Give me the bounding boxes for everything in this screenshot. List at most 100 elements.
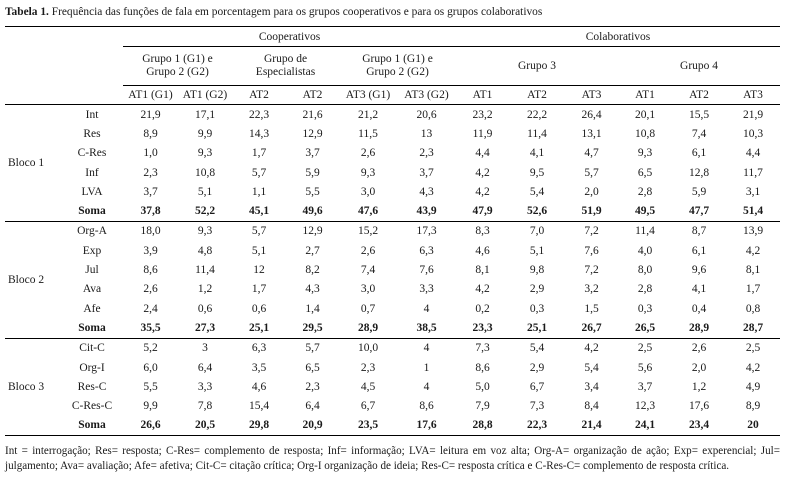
table-cell: 3,9 xyxy=(143,244,158,257)
subcol-header: AT2 xyxy=(286,85,339,105)
row-label: Inf xyxy=(85,166,99,179)
table-cell: 8,9 xyxy=(143,127,158,140)
table-cell: 23,4 xyxy=(672,415,727,437)
table-cell: 51,9 xyxy=(581,205,602,218)
row-label: C-Res-C xyxy=(71,400,113,413)
table-cell: 13,1 xyxy=(581,127,602,140)
table-cell: 23,2 xyxy=(456,104,510,125)
table-cell: 11,4 xyxy=(195,264,215,277)
table-cell: 11,9 xyxy=(472,127,493,140)
table-cell: 4,4 xyxy=(475,147,490,160)
table-cell: 7,6 xyxy=(419,264,434,277)
table-row: Ava 2,6 1,2 1,7 4,3 3,0 3,3 4,2 2,9 3,2 2,8 4,1 1,7 xyxy=(5,280,780,299)
table-cell: 15,5 xyxy=(672,104,727,125)
table-cell: 1,0 xyxy=(143,147,158,160)
table-cell: 8,2 xyxy=(305,264,320,277)
row-label: Exp xyxy=(82,244,102,257)
header-group: Grupo 4 xyxy=(618,46,781,86)
data-table: Cooperativos Colaborativos Grupo 1 (G1) … xyxy=(5,26,781,437)
table-cell: 15,4 xyxy=(248,400,270,413)
table-caption: Tabela 1. Frequência das funções de fala… xyxy=(5,5,780,19)
soma-row: Soma 35,5 27,3 25,1 29,5 28,9 38,5 23,3 25,1 26,7… xyxy=(5,318,780,338)
table-cell: 10,3 xyxy=(742,127,764,140)
table-cell: 4,2 xyxy=(475,166,490,179)
row-label: Afe xyxy=(83,302,101,315)
subcol-header: AT2 xyxy=(232,85,286,105)
table-cell: 4,7 xyxy=(584,147,599,160)
table-cell: 26,7 xyxy=(581,321,602,334)
table-cell: 4,4 xyxy=(745,147,761,160)
table-row: Inf 2,3 10,8 5,7 5,9 9,3 3,7 4,2 9,5 5,7 6,5 12,8 11… xyxy=(5,163,780,182)
header-group-label: Grupo 1 (G1) e Grupo 2 (G2) xyxy=(362,53,433,78)
table-cell: 2,5 xyxy=(618,337,673,358)
table-row: LVA 3,7 5,1 1,1 5,5 3,0 4,3 4,2 5,4 2,0 2,8 5,9 3,1 xyxy=(5,182,780,201)
table-cell: 4,6 xyxy=(251,380,267,393)
table-cell: 17,3 xyxy=(397,220,457,242)
table-cell: 5,4 xyxy=(529,185,545,198)
table-cell: 27,3 xyxy=(194,321,216,334)
table-cell: 43,9 xyxy=(416,205,437,218)
header-colaborativos: Colaborativos xyxy=(456,26,781,47)
table-cell: 0,3 xyxy=(529,302,545,315)
row-label: C-Res xyxy=(77,147,107,160)
table-cell: 8,6 xyxy=(143,264,158,277)
table-cell: 2,3 xyxy=(419,147,434,160)
soma-row: Soma 37,8 52,2 45,1 49,6 47,6 43,9 47,9 52,6 51,9… xyxy=(5,201,780,221)
table-cell: 25,1 xyxy=(248,321,270,334)
table-cell: 4,6 xyxy=(475,244,490,257)
subcol-header: AT1 (G2) xyxy=(178,85,232,105)
table-cell: 6,3 xyxy=(232,337,286,358)
table-cell: 4 xyxy=(423,380,430,393)
table-cell: 52,2 xyxy=(194,205,216,218)
table-cell: 3,3 xyxy=(197,380,213,393)
table-cell: 28,7 xyxy=(742,321,764,334)
table-cell: 12,3 xyxy=(634,400,656,413)
row-label: Int xyxy=(61,104,123,125)
table-cell: 5,0 xyxy=(475,380,490,393)
table-cell: 5,9 xyxy=(305,166,320,179)
table-cell: 20,6 xyxy=(397,104,457,125)
table-cell: 3,0 xyxy=(360,185,376,198)
table-cell: 7,0 xyxy=(509,220,566,242)
table-cell: 4,2 xyxy=(745,361,761,374)
row-label: Res xyxy=(83,127,101,140)
table-cell: 7,4 xyxy=(691,127,707,140)
table-cell: 8,6 xyxy=(419,400,434,413)
table-cell: 20,9 xyxy=(286,415,339,437)
table-cell: 18,0 xyxy=(123,220,178,242)
table-cell: 7,9 xyxy=(475,400,490,413)
table-cell: 9,8 xyxy=(529,264,545,277)
table-cell: 4,2 xyxy=(745,244,761,257)
table-cell: 8,7 xyxy=(672,220,727,242)
header-group-label: Grupo 4 xyxy=(680,59,719,72)
table-row: Bloco 2 Org-A 18,0 9,3 5,7 12,9 15,2 17,3 8,3 7,0… xyxy=(5,220,781,339)
subcol-header: AT3 (G2) xyxy=(397,85,457,105)
table-cell: 4,2 xyxy=(475,283,490,296)
table-footnote: Int = interrogação; Res= resposta; C-Res… xyxy=(5,445,780,472)
table-cell: 29,8 xyxy=(232,415,286,437)
table-cell: 7,8 xyxy=(197,400,213,413)
table-cell: 6,1 xyxy=(691,244,707,257)
table-cell: 8,6 xyxy=(475,361,490,374)
table-cell: 2,9 xyxy=(529,361,545,374)
table-cell: 3,3 xyxy=(419,283,434,296)
table-cell: 9,3 xyxy=(197,147,213,160)
table-cell: 20,5 xyxy=(178,415,232,437)
table-cell: 11,4 xyxy=(527,127,547,140)
table-cell: 4,2 xyxy=(565,337,619,358)
table-cell: 0,6 xyxy=(197,302,213,315)
row-label: Cit-C xyxy=(61,337,123,358)
header-group: Grupo de Especialistas xyxy=(232,46,339,86)
table-cell: 0,8 xyxy=(745,302,761,315)
header-group-label: Grupo 3 xyxy=(518,59,557,72)
subcol-header: AT2 xyxy=(672,85,727,105)
header-row-2: Grupo 1 (G1) e Grupo 2 (G2) Grupo de Esp… xyxy=(5,46,781,86)
table-cell: 2,5 xyxy=(726,337,781,358)
header-row-3: AT1 (G1) AT1 (G2) AT2 AT2 AT3 (G1) AT3 (G2) AT… xyxy=(5,85,781,105)
subcol-header: AT1 (G1) xyxy=(123,85,178,105)
table-cell: 9,9 xyxy=(143,400,158,413)
block-label: Bloco 1 xyxy=(5,104,61,222)
table-cell: 5,7 xyxy=(232,220,286,242)
table-cell: 6,4 xyxy=(305,400,320,413)
table-cell: 24,1 xyxy=(618,415,673,437)
